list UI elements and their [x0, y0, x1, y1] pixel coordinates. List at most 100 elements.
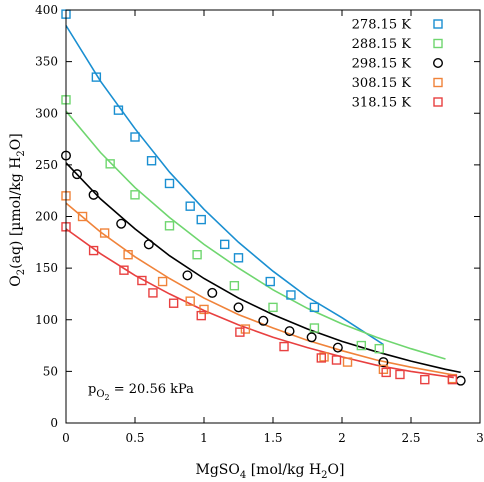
legend-label-0: 278.15 K [352, 18, 412, 33]
data-point-s2-10 [306, 332, 317, 343]
data-point-s2-3 [116, 218, 127, 229]
data-point-s4-14 [447, 374, 458, 385]
x-tick-label-2: 1 [200, 431, 208, 445]
data-point-s4-3 [137, 275, 147, 286]
legend: 278.15 K 288.15 K 298.15 K 308.15 K 318.15 K [352, 18, 444, 111]
plot-area [61, 9, 466, 386]
x-axis-title-end: O] [328, 462, 345, 478]
data-point-s2-7 [233, 302, 244, 313]
data-point-s3-8 [319, 352, 329, 362]
legend-marker-3 [433, 77, 443, 88]
x-axis-title-sub2: 2 [321, 470, 327, 481]
data-point-s1-6 [268, 302, 278, 313]
data-point-s2-9 [284, 326, 295, 337]
data-point-s1-4 [192, 250, 202, 260]
data-point-s1-5 [229, 280, 240, 291]
data-point-s4-8 [279, 341, 289, 352]
data-point-s4-10 [331, 355, 342, 365]
x-tick-label-6: 3 [476, 431, 484, 445]
y-tick-label-4: 200 [35, 210, 58, 224]
data-point-s2-4 [143, 239, 154, 250]
data-point-s0-3 [130, 132, 140, 142]
data-point-s2-2 [88, 189, 99, 200]
x-axis-title-tail: [mol/kg H [246, 462, 321, 478]
data-point-s0-6 [185, 201, 195, 211]
y-tick-label-1: 50 [43, 364, 58, 378]
y-tick-label-5: 250 [35, 158, 58, 172]
x-axis-title-main: MgSO [196, 462, 240, 478]
data-point-s1-1 [105, 159, 115, 169]
data-point-s2-12 [378, 357, 389, 368]
data-point-s3-2 [99, 228, 110, 238]
data-point-s0-7 [196, 214, 206, 225]
x-tick-label-5: 2.5 [401, 431, 420, 445]
data-point-s0-2 [113, 105, 124, 115]
data-point-s0-12 [309, 302, 320, 313]
axes: 0 0.5 1 1.5 2 2.5 3 0 50 100 150 200 250 300 350 400 [35, 3, 484, 445]
legend-label-1: 288.15 K [352, 37, 412, 52]
pressure-annotation-tail: = 20.56 kPa [110, 382, 195, 397]
pressure-annotation-main: p [88, 382, 96, 397]
x-tick-label-3: 1.5 [263, 431, 282, 445]
y-tick-label-0: 0 [50, 416, 58, 430]
data-point-s4-13 [420, 374, 430, 385]
legend-marker-2 [433, 58, 444, 69]
x-axis-title: MgSO4 [mol/kg H2O] [196, 462, 345, 481]
data-point-s4-7 [235, 327, 245, 337]
data-point-s1-2 [130, 190, 140, 200]
data-point-s4-6 [196, 310, 206, 321]
legend-marker-4 [433, 97, 443, 107]
data-point-s2-1 [72, 169, 83, 180]
x-tick-label-4: 2 [338, 431, 346, 445]
y-tick-label-3: 150 [35, 261, 58, 275]
y-tick-label-6: 300 [35, 106, 58, 120]
y-axis-title-end: O] [8, 133, 24, 150]
data-point-s3-5 [185, 296, 195, 306]
data-point-s4-1 [88, 245, 99, 256]
fit-curve-2 [65, 162, 461, 374]
pressure-annotation-sub: O [96, 389, 104, 400]
y-axis-title-main: O [8, 275, 24, 286]
legend-label-2: 298.15 K [352, 57, 412, 72]
data-point-s3-10 [378, 364, 389, 375]
fit-curve-0 [65, 25, 384, 346]
data-point-s1-8 [356, 340, 367, 351]
x-tick-label-0: 0 [62, 431, 70, 445]
data-point-s2-8 [258, 315, 269, 326]
data-point-s4-5 [168, 298, 179, 308]
data-point-s4-2 [119, 265, 129, 275]
data-point-s0-10 [265, 276, 275, 287]
legend-label-3: 308.15 K [352, 76, 412, 91]
data-point-s3-9 [342, 357, 353, 367]
legend-marker-0 [433, 19, 443, 29]
y-axis-title-tail: (aq) [µmol/kg H [8, 157, 24, 269]
data-point-s0-4 [146, 156, 157, 166]
data-point-s0-5 [164, 178, 175, 189]
data-point-s2-5 [182, 270, 193, 281]
y-tick-label-7: 350 [35, 55, 58, 69]
fit-curve-3 [65, 202, 457, 377]
data-point-s3-7 [240, 324, 251, 334]
data-point-s0-9 [233, 253, 244, 263]
data-point-s0-1 [91, 72, 102, 82]
fit-curve-1 [65, 110, 446, 360]
data-point-s2-6 [207, 287, 218, 298]
data-point-s0-8 [219, 239, 230, 250]
data-point-s0-11 [286, 290, 296, 300]
data-point-s3-6 [199, 304, 209, 315]
plot-frame [65, 9, 481, 424]
legend-label-4: 318.15 K [352, 96, 412, 111]
legend-marker-1 [433, 38, 443, 49]
data-point-s4-11 [381, 367, 391, 378]
data-point-s4-12 [395, 369, 405, 380]
pressure-annotation-subsub: 2 [105, 393, 110, 402]
data-point-s2-11 [332, 342, 343, 353]
y-axis-title: O2(aq) [µmol/kg H2O] [8, 133, 27, 286]
data-point-s3-3 [123, 250, 133, 260]
x-tick-label-1: 0.5 [125, 431, 144, 445]
data-point-s4-9 [316, 353, 326, 363]
data-point-s3-1 [77, 211, 88, 222]
data-point-s1-9 [374, 343, 384, 354]
y-axis-title-sub2: 2 [16, 150, 27, 156]
